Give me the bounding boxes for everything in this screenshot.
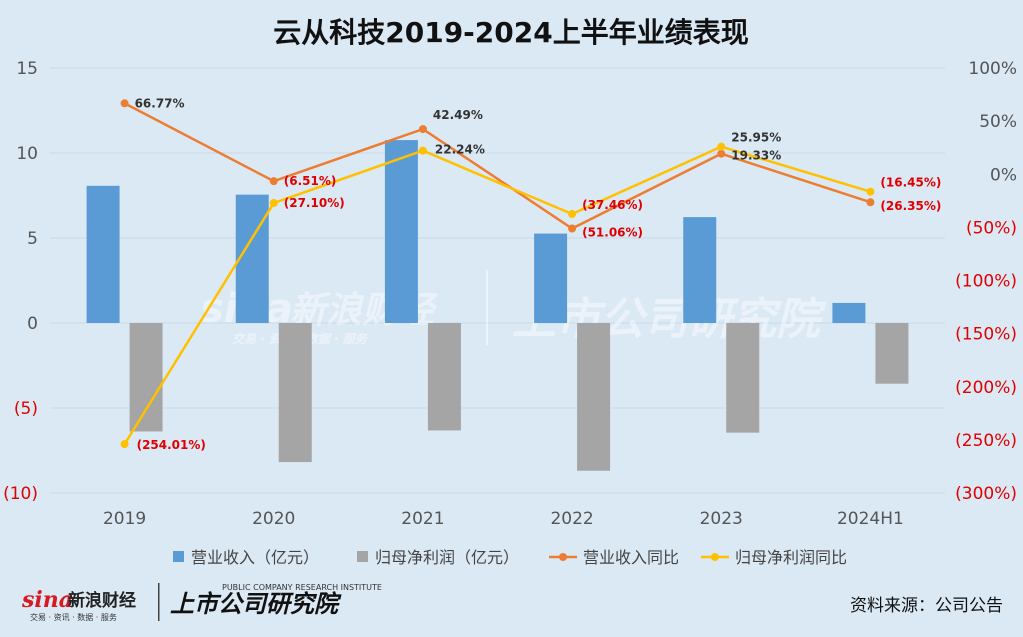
category-label: 2021 [401,509,444,529]
logo: sina 新浪财经 交易 · 资讯 · 数据 · 服务 上市公司研究院 PUBL… [21,583,382,622]
left-tick-label: 15 [16,59,38,79]
logo-divider [158,583,160,621]
logo-brand-sub: 交易 · 资讯 · 数据 · 服务 [30,612,117,622]
legend-marker-revenue-yoy [559,553,567,561]
gridlines [50,67,945,494]
left-tick-label: 10 [16,144,38,164]
point-profit-yoy [717,142,726,151]
left-tick-label: (10) [3,484,38,504]
left-tick-label: 0 [27,314,38,334]
chart-title: 云从科技2019-2024上半年业绩表现 [273,16,748,49]
right-tick-label: 50% [979,112,1017,132]
point-revenue-yoy [120,99,129,108]
data-labels: 66.77% (6.51%) 42.49% (51.06%) 19.33% (26.35%… [135,96,942,452]
right-tick-label: (150%) [955,325,1017,345]
watermark-divider [486,270,488,345]
point-revenue-yoy [866,198,875,207]
right-tick-label: (200%) [955,378,1017,398]
bar-profit [726,323,760,433]
legend: 营业收入（亿元） 归母净利润（亿元） 营业收入同比 归母净利润同比 [173,548,847,567]
legend-swatch-revenue [173,551,184,562]
data-label-profit-yoy: (254.01%) [137,438,206,452]
category-label: 2022 [550,509,593,529]
x-axis: 2019 2020 2021 2022 2023 2024H1 [103,509,904,529]
bar-profit [278,323,312,463]
data-label-revenue-yoy: 19.33% [731,149,781,163]
right-axis: 100% 50% 0% (50%) (100%) (150%) (200%) (250%) (3… [955,59,1017,504]
point-revenue-yoy [418,125,427,134]
logo-institute-en: PUBLIC COMPANY RESEARCH INSTITUTE [222,583,382,592]
legend-swatch-profit [357,551,368,562]
data-label-profit-yoy: (16.45%) [880,176,941,190]
data-label-revenue-yoy: 66.77% [135,96,185,110]
point-profit-yoy [418,146,427,155]
right-tick-label: (300%) [955,484,1017,504]
right-tick-label: (100%) [955,272,1017,292]
legend-profit: 归母净利润（亿元） [375,548,519,567]
bar-profit [875,323,909,384]
bars [86,140,909,471]
bar-profit [577,323,611,471]
legend-profit-yoy: 归母净利润同比 [735,548,847,567]
category-label: 2024H1 [837,509,904,529]
legend-revenue-yoy: 营业收入同比 [583,548,679,567]
right-tick-label: 0% [990,165,1017,185]
left-tick-label: (5) [14,399,38,419]
category-label: 2020 [252,509,295,529]
point-revenue-yoy [269,177,278,186]
bar-profit [427,323,461,431]
bar-revenue [683,217,717,323]
data-label-revenue-yoy: 42.49% [433,108,483,122]
bar-revenue [384,140,418,323]
right-tick-label: 100% [968,59,1017,79]
source-note: 资料来源：公司公告 [850,596,1003,616]
bar-revenue [86,185,120,323]
bar-revenue [534,233,568,323]
data-label-profit-yoy: (27.10%) [284,196,345,210]
line-revenue-yoy [124,102,871,230]
point-revenue-yoy [568,224,577,233]
line-profit-yoy [123,145,871,445]
data-label-profit-yoy: (37.46%) [582,198,643,212]
logo-institute: 上市公司研究院 [170,590,342,618]
legend-marker-profit-yoy [711,553,719,561]
bar-profit [129,323,163,432]
data-label-profit-yoy: 22.24% [435,143,485,157]
data-label-revenue-yoy: (51.06%) [582,226,643,240]
legend-revenue: 营业收入（亿元） [191,548,319,567]
left-axis: 15 10 5 0 (5) (10) [3,59,38,504]
point-revenue-yoy [717,149,726,158]
category-label: 2019 [103,509,146,529]
point-profit-yoy [568,210,577,219]
point-profit-yoy [866,187,875,196]
logo-brand: 新浪财经 [68,590,136,611]
left-tick-label: 5 [27,229,38,249]
right-tick-label: (50%) [966,218,1017,238]
data-label-revenue-yoy: (26.35%) [880,199,941,213]
point-profit-yoy [120,440,129,449]
right-tick-label: (250%) [955,431,1017,451]
point-profit-yoy [269,199,278,208]
category-label: 2023 [700,509,743,529]
bar-revenue [832,302,866,323]
bar-revenue [235,194,269,323]
data-label-revenue-yoy: (6.51%) [284,174,337,188]
logo-sina: sina [21,587,73,613]
data-label-profit-yoy: 25.95% [731,131,781,145]
lines [120,99,875,449]
